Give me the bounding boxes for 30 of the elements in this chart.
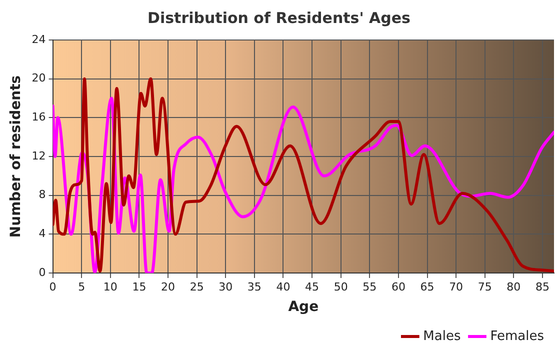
x-tick-label: 80 bbox=[506, 280, 521, 294]
x-tick-label: 35 bbox=[247, 280, 262, 294]
chart-title: Distribution of Residents' Ages bbox=[148, 8, 411, 27]
x-tick-label: 40 bbox=[276, 280, 290, 294]
legend-label: Males bbox=[423, 328, 461, 344]
x-tick-label: 85 bbox=[535, 280, 550, 294]
legend-label: Females bbox=[490, 328, 544, 344]
y-tick-label: 12 bbox=[32, 149, 46, 162]
x-tick-label: 50 bbox=[334, 280, 348, 294]
x-tick-label: 65 bbox=[420, 280, 434, 294]
y-tick-label: 24 bbox=[32, 32, 46, 46]
x-tick-label: 20 bbox=[161, 280, 176, 294]
x-tick-label: 75 bbox=[478, 280, 492, 294]
y-axis-title: Number of residents bbox=[8, 75, 24, 238]
x-tick-label: 70 bbox=[449, 280, 464, 294]
x-tick-label: 25 bbox=[190, 280, 204, 294]
x-tick-label: 10 bbox=[103, 280, 118, 294]
x-tick-label: 45 bbox=[305, 280, 320, 294]
x-tick-label: 15 bbox=[132, 280, 146, 294]
x-tick-label: 60 bbox=[391, 280, 406, 294]
y-tick-label: 4 bbox=[38, 227, 46, 240]
x-tick-label: 55 bbox=[362, 280, 377, 294]
y-tick-label: 20 bbox=[32, 72, 46, 85]
y-tick-label: 0 bbox=[38, 266, 46, 279]
x-tick-label: 30 bbox=[218, 280, 233, 294]
x-axis-title: Age bbox=[288, 299, 319, 316]
y-tick-label: 16 bbox=[32, 110, 46, 124]
x-tick-label: 0 bbox=[49, 280, 56, 294]
y-tick-label: 8 bbox=[38, 188, 46, 202]
x-tick-label: 5 bbox=[78, 280, 86, 294]
